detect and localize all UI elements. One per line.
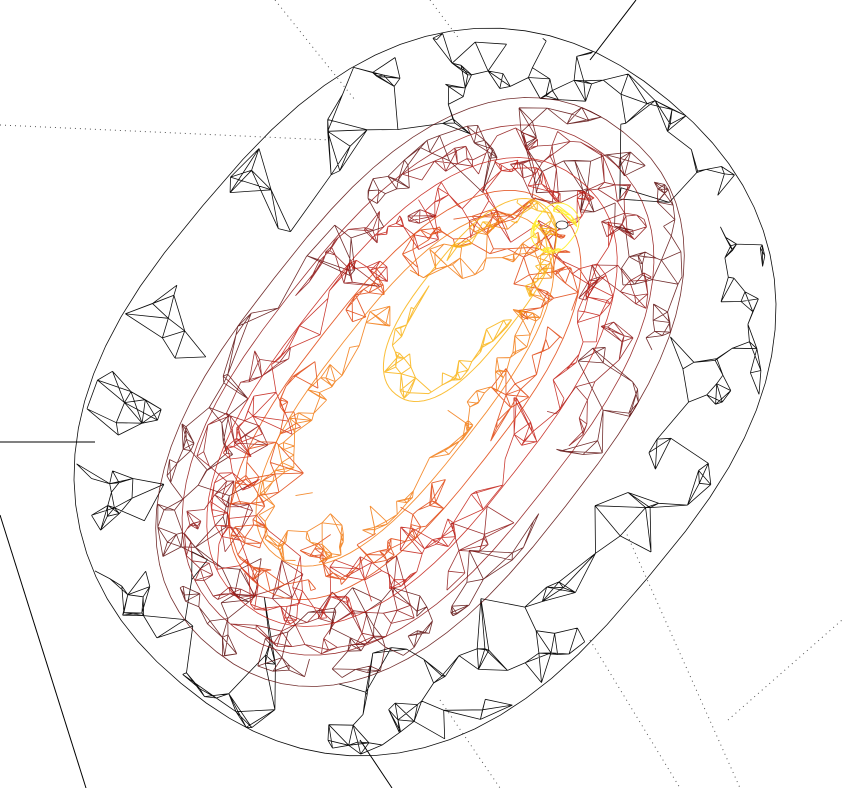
shell-4-outline xyxy=(206,157,618,627)
core-mesh xyxy=(532,204,578,253)
axis-line-left-diagonal xyxy=(0,514,87,788)
shell-4 xyxy=(206,157,618,627)
shell-7-mesh xyxy=(384,199,557,399)
grid-line-3 xyxy=(429,0,461,41)
outer-shell-mesh xyxy=(76,33,766,755)
grid-line-5 xyxy=(727,619,842,721)
shell-7 xyxy=(382,197,558,403)
grid-line-4 xyxy=(624,529,741,788)
core xyxy=(530,202,580,254)
shell-5-outline xyxy=(228,189,582,601)
shell-3 xyxy=(181,124,655,656)
core-outline xyxy=(530,202,580,254)
shell-2-outline xyxy=(155,97,685,687)
outer-shell xyxy=(73,27,777,757)
isosurface-layers xyxy=(73,27,777,757)
grid-line-1 xyxy=(0,124,331,141)
axis-line-top-diagonal xyxy=(589,0,637,61)
shell-7-outline xyxy=(382,197,558,403)
core-highlight xyxy=(555,220,569,230)
shell-3-outline xyxy=(181,124,655,656)
shell-6-outline xyxy=(255,213,555,567)
outer-shell-outline xyxy=(73,27,777,757)
